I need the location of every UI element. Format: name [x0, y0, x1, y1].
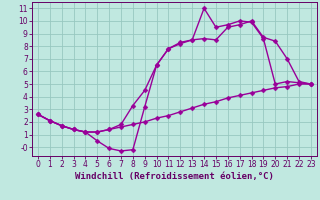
X-axis label: Windchill (Refroidissement éolien,°C): Windchill (Refroidissement éolien,°C)	[75, 172, 274, 181]
